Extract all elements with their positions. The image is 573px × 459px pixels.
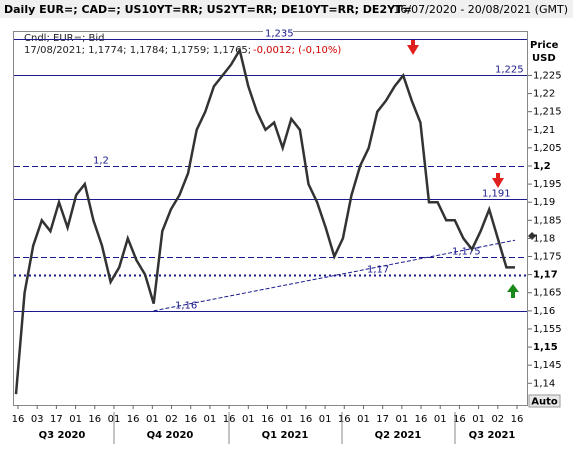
level-label: 1,235 bbox=[265, 29, 294, 40]
period-label: Q3 2021 bbox=[469, 430, 516, 441]
legend-title: Cndl; EUR=; Bid bbox=[24, 33, 105, 44]
level-label-bg bbox=[450, 246, 480, 257]
y-tick-label: 1,145 bbox=[533, 360, 562, 371]
x-tick-label: 01 bbox=[472, 414, 485, 425]
legend-values: 17/08/2021; 1,1774; 1,1784; 1,1759; 1,17… bbox=[24, 45, 251, 56]
level-label: 1,17 bbox=[367, 265, 389, 276]
x-tick-label: 16 bbox=[127, 414, 140, 425]
y-tick-label: 1,14 bbox=[533, 378, 555, 389]
level-label-bg bbox=[91, 155, 121, 166]
auto-button[interactable] bbox=[528, 394, 561, 408]
y-tick-label: 1,165 bbox=[533, 288, 562, 299]
x-tick-label: 16 bbox=[453, 414, 466, 425]
period-label: Q3 2020 bbox=[39, 430, 86, 441]
x-tick-label: 02 bbox=[165, 414, 178, 425]
x-tick-label: 16 bbox=[511, 414, 524, 425]
x-tick-label: 16 bbox=[300, 414, 313, 425]
level-label: 1,16 bbox=[175, 301, 197, 312]
x-tick-label: 02 bbox=[491, 414, 504, 425]
x-tick-label: 17 bbox=[50, 414, 63, 425]
down-arrow bbox=[496, 173, 500, 179]
x-tick-label: 01 bbox=[242, 414, 255, 425]
y-tick-label: 1,21 bbox=[533, 125, 555, 136]
up-arrow bbox=[511, 291, 515, 298]
level-label-bg bbox=[173, 300, 203, 311]
y-tick-label: 1,17 bbox=[533, 270, 558, 281]
level-label: 1,2 bbox=[93, 156, 109, 167]
y-tick-label: 1,195 bbox=[533, 179, 562, 190]
x-tick-label: 01 bbox=[204, 414, 217, 425]
x-tick-label: 01 bbox=[319, 414, 332, 425]
y-tick-label: 1,18 bbox=[533, 233, 555, 244]
subtitle-bg bbox=[412, 2, 573, 17]
x-tick-label: 01 bbox=[357, 414, 370, 425]
x-tick-label: 16 bbox=[415, 414, 428, 425]
level-label-bg bbox=[480, 188, 510, 199]
y-tick-label: 1,215 bbox=[533, 107, 562, 118]
x-tick-label: 01 bbox=[395, 414, 408, 425]
y-axis-label: USD bbox=[532, 53, 556, 64]
y-tick-label: 1,205 bbox=[533, 143, 562, 154]
down-arrow bbox=[411, 40, 415, 46]
trend-line bbox=[153, 239, 516, 312]
x-tick-label: 16 bbox=[12, 414, 25, 425]
legend-change: -0,0012; (-0,10%) bbox=[253, 45, 341, 56]
level-label-bg bbox=[263, 28, 293, 39]
level-label: 1,175 bbox=[452, 247, 481, 258]
x-tick-label: 16 bbox=[261, 414, 274, 425]
y-tick-label: 1,15 bbox=[533, 342, 558, 353]
period-label: Q2 2021 bbox=[375, 430, 422, 441]
x-tick-label: 17 bbox=[376, 414, 389, 425]
x-tick-label: 01 bbox=[434, 414, 447, 425]
level-label-bg bbox=[493, 64, 523, 75]
x-tick-label: 16 bbox=[88, 414, 101, 425]
period-label: Q4 2020 bbox=[147, 430, 194, 441]
y-tick-label: 1,19 bbox=[533, 197, 555, 208]
period-label: Q1 2021 bbox=[262, 430, 309, 441]
down-arrow bbox=[492, 178, 504, 188]
x-tick-label: 01 bbox=[280, 414, 293, 425]
x-tick-label: 16 bbox=[184, 414, 197, 425]
y-tick-label: 1,22 bbox=[533, 89, 555, 100]
y-tick-label: 1,225 bbox=[533, 70, 562, 81]
x-tick-label: 01 bbox=[146, 414, 159, 425]
chart-title: Daily EUR=; CAD=; US10YT=RR; US2YT=RR; D… bbox=[4, 3, 454, 16]
level-label: 1,225 bbox=[495, 65, 524, 76]
auto-button-label[interactable]: Auto bbox=[531, 397, 558, 408]
y-tick-label: 1,185 bbox=[533, 215, 562, 226]
up-arrow bbox=[507, 284, 519, 292]
y-tick-label: 1,16 bbox=[533, 306, 555, 317]
level-label-bg bbox=[365, 264, 395, 275]
y-axis-label: Price bbox=[530, 40, 559, 51]
price-line bbox=[14, 46, 515, 395]
y-tick-label: 1,2 bbox=[533, 161, 551, 172]
x-tick-label: 03 bbox=[31, 414, 44, 425]
down-arrow bbox=[407, 45, 419, 55]
chart-subtitle: 16/07/2020 - 20/08/2021 (GMT) bbox=[393, 3, 568, 16]
level-label: 1,191 bbox=[482, 189, 511, 200]
y-tick-label: 1,175 bbox=[533, 252, 562, 263]
y-tick-label: 1,155 bbox=[533, 324, 562, 335]
x-tick-label: 01 bbox=[69, 414, 82, 425]
x-tick-label: 16 bbox=[338, 414, 351, 425]
